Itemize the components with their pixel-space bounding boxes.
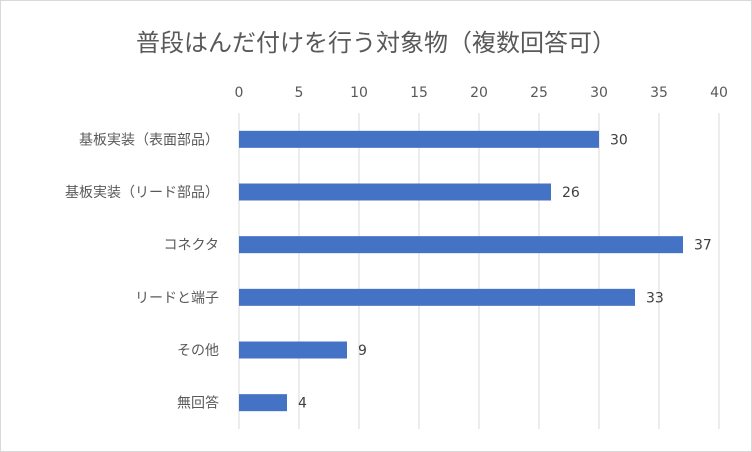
category-label: 基板実装（表面部品） — [79, 131, 219, 148]
bar — [239, 341, 347, 359]
category-label: 基板実装（リード部品） — [65, 184, 219, 201]
data-label: 30 — [610, 132, 628, 148]
x-tick-label: 5 — [295, 85, 304, 101]
x-tick-label: 0 — [235, 85, 244, 101]
x-tick-label: 40 — [710, 85, 728, 101]
data-label: 33 — [646, 290, 664, 306]
bar — [239, 236, 683, 254]
bar — [239, 394, 287, 412]
data-label: 26 — [562, 185, 580, 201]
category-label: コネクタ — [164, 238, 219, 254]
category-label: リードと端子 — [135, 290, 219, 306]
x-tick-label: 30 — [590, 85, 608, 101]
chart-title: 普段はんだ付けを行う対象物（複数回答可） — [136, 29, 616, 57]
bar — [239, 183, 551, 201]
bar — [239, 288, 635, 306]
category-label: その他 — [177, 343, 219, 359]
data-label: 4 — [298, 396, 307, 412]
x-tick-label: 35 — [650, 85, 668, 101]
x-tick-label: 20 — [470, 85, 488, 101]
bar — [239, 130, 599, 148]
data-label: 37 — [694, 238, 712, 254]
x-tick-label: 15 — [410, 85, 428, 101]
x-tick-label: 25 — [530, 85, 548, 101]
category-label: 無回答 — [177, 395, 219, 412]
data-label: 9 — [358, 343, 367, 359]
x-tick-label: 10 — [350, 85, 368, 101]
